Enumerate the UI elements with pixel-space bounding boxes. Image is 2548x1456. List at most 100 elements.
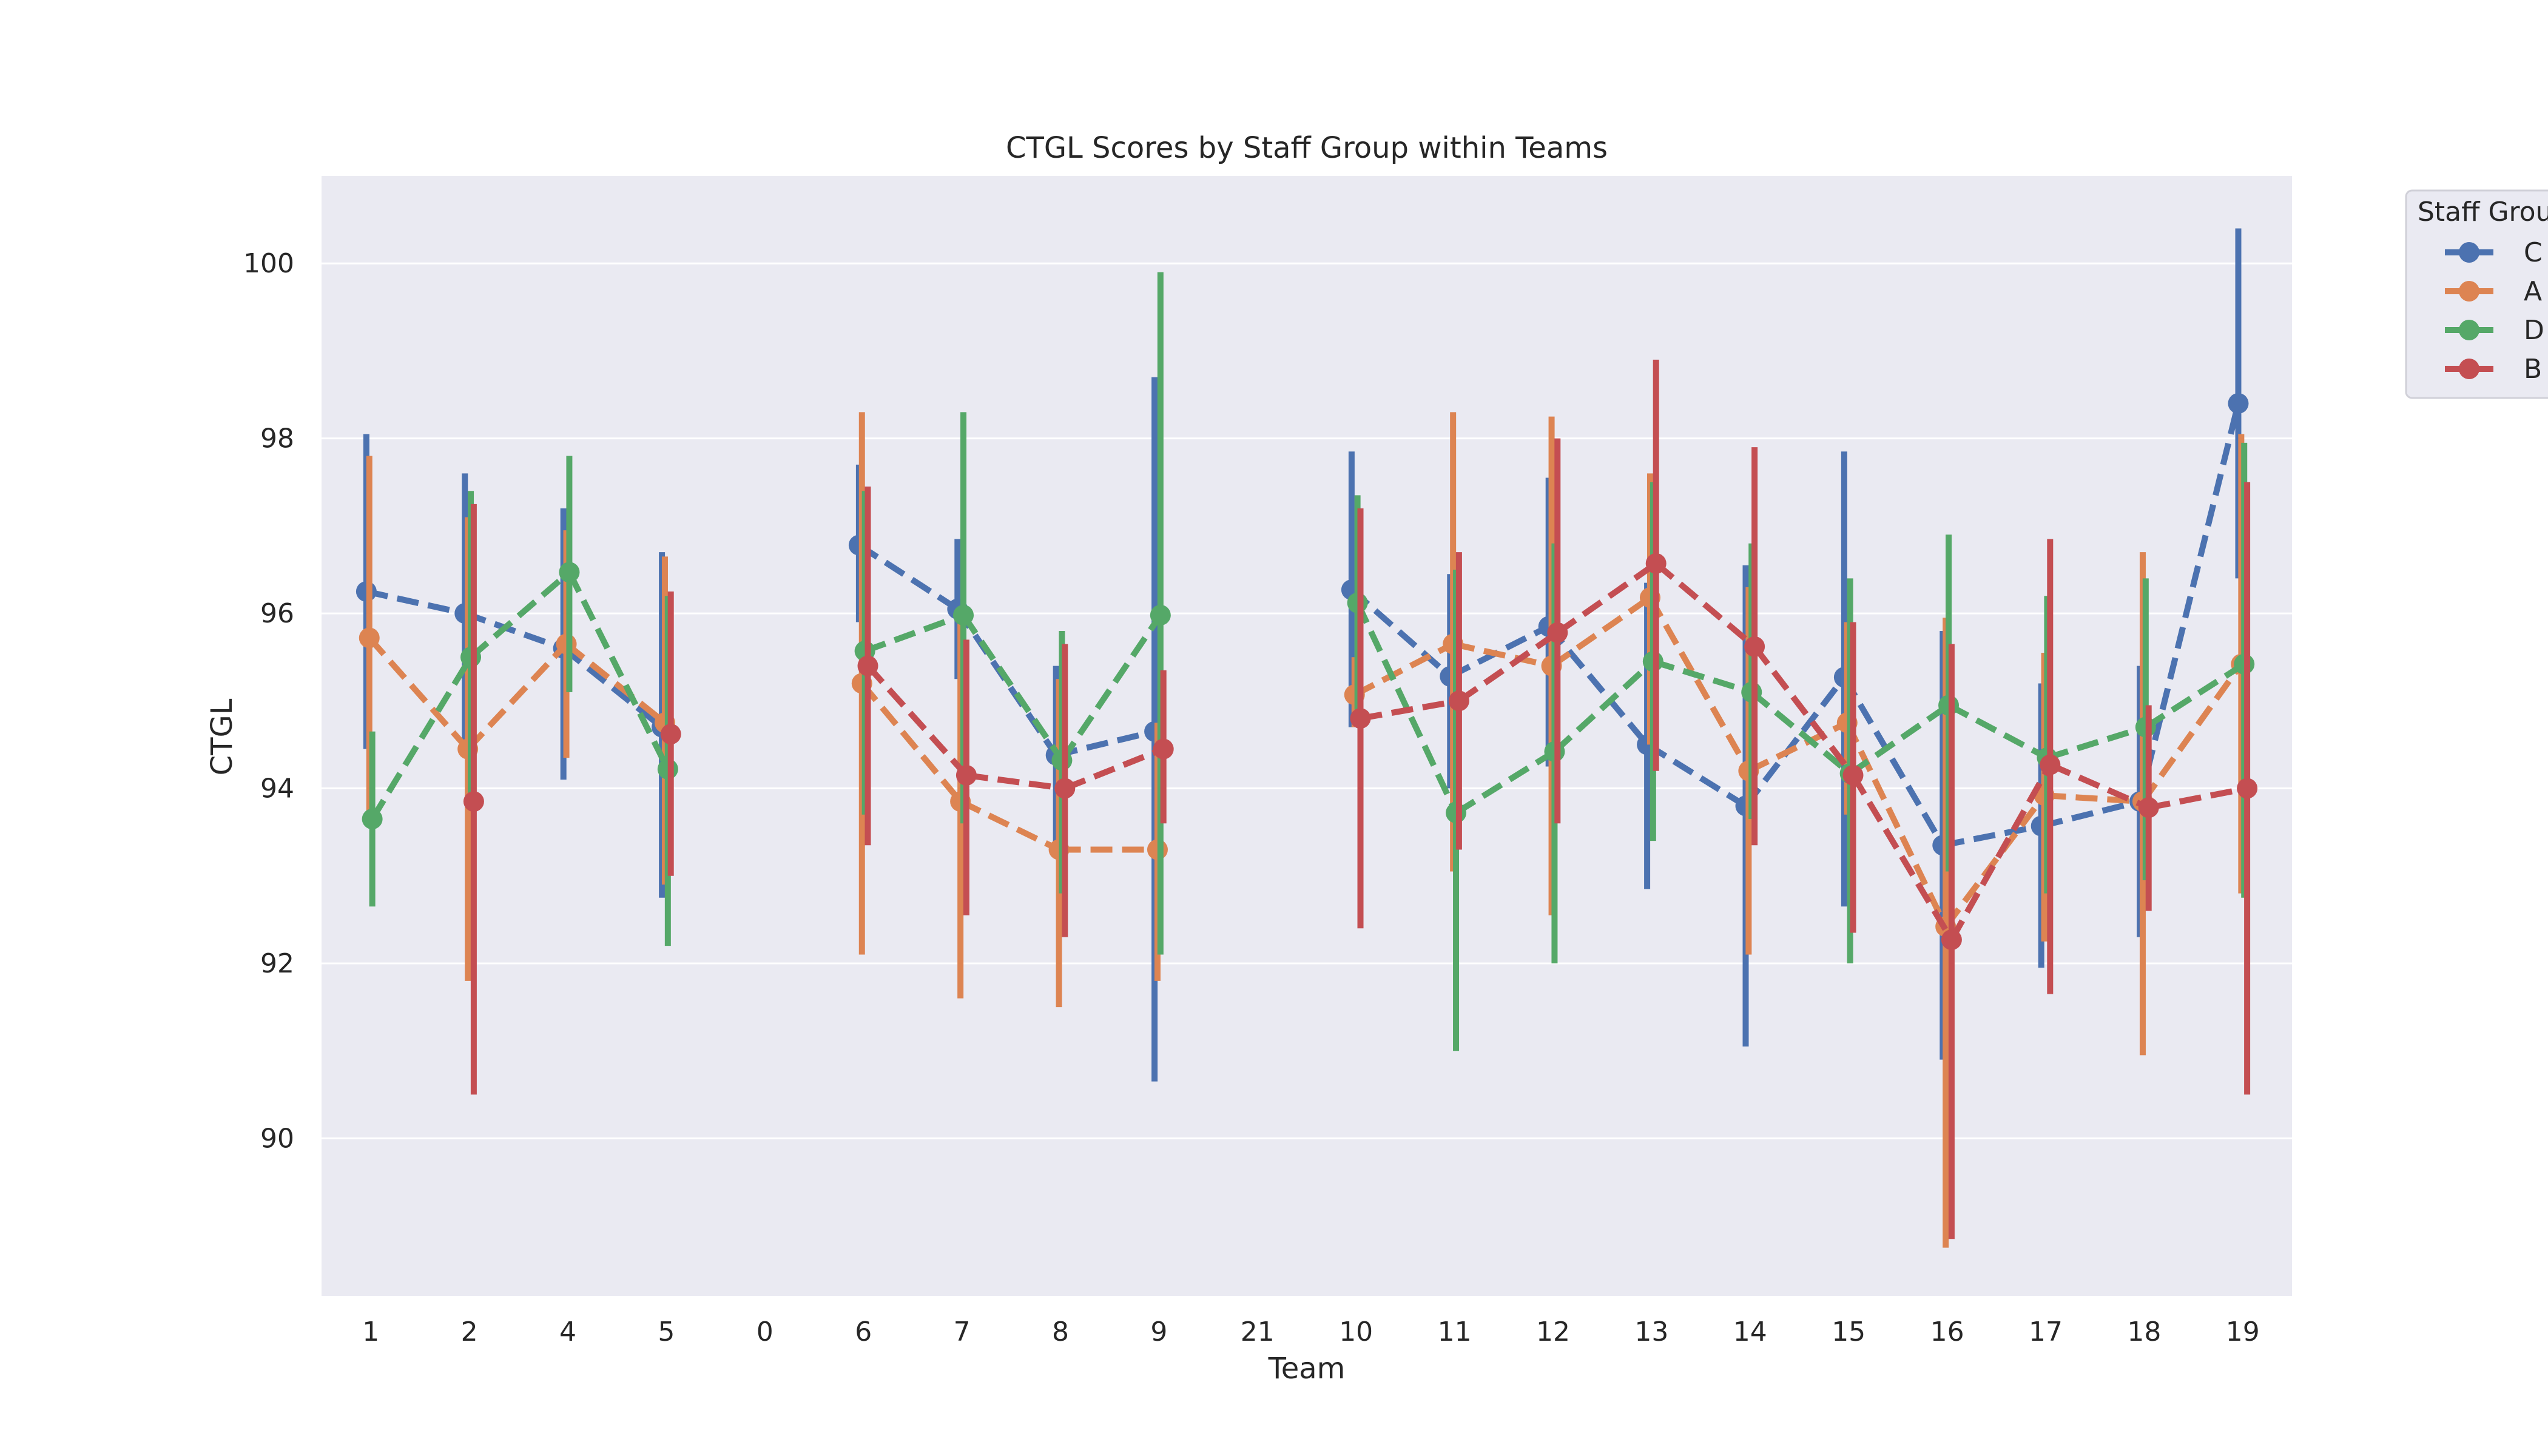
- point-B-team-18: [2138, 797, 2159, 818]
- line-segment-C-16-17: [1942, 823, 2042, 849]
- line-segment-C-8-9: [1055, 728, 1156, 758]
- x-tick-label-11: 11: [1438, 1316, 1472, 1347]
- line-segment-D-8-9: [1059, 613, 1163, 763]
- line-segment-C-11-12: [1449, 624, 1550, 679]
- line-segment-A-14-15: [1747, 720, 1849, 774]
- line-segment-A-15-16: [1844, 721, 1949, 928]
- x-tick-label-12: 12: [1536, 1316, 1570, 1347]
- point-B-team-9: [1153, 738, 1174, 760]
- chart-title: CTGL Scores by Staff Group within Teams: [1006, 131, 1608, 165]
- point-B-team-16: [1941, 929, 1962, 951]
- legend-label-D: D: [2524, 315, 2544, 346]
- x-tick-label-13: 13: [1634, 1316, 1668, 1347]
- line-segment-C-18-19: [2137, 402, 2242, 803]
- line-segment-D-17-18: [2046, 724, 2147, 761]
- line-segment-A-7-8: [959, 798, 1060, 852]
- line-segment-A-2-4: [465, 642, 569, 752]
- x-tick-label-7: 7: [954, 1316, 971, 1347]
- point-D-team-1: [362, 809, 383, 830]
- line-segment-C-4-5: [561, 645, 664, 730]
- line-segment-B-13-14: [1654, 561, 1757, 649]
- line-segment-B-7-8: [966, 772, 1065, 792]
- line-segment-B-15-16: [1850, 774, 1955, 942]
- line-segment-C-17-18: [2040, 798, 2141, 829]
- x-tick-label-1: 1: [362, 1316, 379, 1347]
- line-segment-B-10-11: [1360, 698, 1460, 722]
- line-segment-D-6-7: [863, 612, 965, 654]
- point-B-team-12: [1547, 622, 1568, 643]
- point-B-team-10: [1350, 708, 1371, 729]
- point-B-team-8: [1054, 778, 1076, 799]
- point-B-team-11: [1448, 690, 1469, 712]
- line-segment-C-1-2: [365, 588, 466, 616]
- legend-label-A: A: [2524, 276, 2542, 307]
- x-tick-label-9: 9: [1150, 1316, 1167, 1347]
- x-tick-label-4: 4: [559, 1316, 576, 1347]
- point-B-team-2: [463, 791, 484, 812]
- line-segment-B-11-12: [1457, 630, 1560, 704]
- line-segment-D-11-12: [1454, 749, 1557, 816]
- line-segment-D-15-16: [1848, 703, 1950, 777]
- point-B-team-6: [857, 655, 878, 676]
- point-B-team-5: [660, 724, 681, 745]
- line-segment-D-12-13: [1552, 659, 1656, 754]
- line-segment-C-6-7: [857, 542, 960, 612]
- point-D-team-7: [953, 604, 974, 625]
- y-tick-label-100: 100: [243, 248, 294, 279]
- line-segment-B-18-19: [2148, 785, 2248, 811]
- grid-lines: [322, 262, 2292, 1139]
- line-segment-A-13-14: [1647, 596, 1751, 773]
- line-segment-C-10-11: [1349, 587, 1452, 679]
- y-axis-title: CTGL: [205, 698, 239, 775]
- y-tick-label-92: 92: [260, 948, 294, 979]
- x-tick-label-14: 14: [1733, 1316, 1767, 1347]
- line-segment-A-10-11: [1353, 641, 1455, 698]
- legend-marker-B: [2459, 359, 2479, 379]
- line-segment-D-2-4: [468, 570, 571, 659]
- x-tick-label-19: 19: [2226, 1316, 2260, 1347]
- x-axis-title: Team: [1268, 1352, 1346, 1386]
- point-B-team-19: [2237, 778, 2258, 799]
- legend-marker-A: [2459, 281, 2479, 302]
- y-tick-label-98: 98: [260, 423, 294, 454]
- x-tick-label-2: 2: [461, 1316, 478, 1347]
- line-segment-D-7-8: [960, 613, 1065, 763]
- x-tick-label-21: 21: [1241, 1316, 1275, 1347]
- series-B: [463, 359, 2258, 1239]
- x-tick-label-17: 17: [2029, 1316, 2063, 1347]
- line-segment-A-11-12: [1452, 641, 1552, 669]
- x-tick-label-18: 18: [2127, 1316, 2161, 1347]
- line-segment-B-8-9: [1063, 746, 1165, 792]
- point-B-team-17: [2040, 754, 2061, 775]
- line-segment-C-2-4: [463, 610, 565, 652]
- series-layer: [356, 228, 2258, 1248]
- line-segment-C-15-16: [1841, 675, 1946, 847]
- line-segment-B-6-7: [865, 664, 969, 778]
- legend-label-B: B: [2524, 354, 2542, 385]
- x-tick-label-10: 10: [1339, 1316, 1373, 1347]
- y-tick-label-90: 90: [260, 1123, 294, 1154]
- point-A-team-1: [359, 627, 380, 649]
- y-tick-labels: 90 92 94 96 98 100: [243, 248, 294, 1154]
- point-B-team-15: [1842, 764, 1864, 786]
- line-segment-A-18-19: [2140, 662, 2244, 804]
- legend-title: Staff Group: [2418, 197, 2548, 228]
- plot-background: [322, 176, 2292, 1296]
- line-segment-B-12-13: [1555, 561, 1658, 635]
- legend-label-C: C: [2524, 237, 2543, 268]
- line-segment-A-12-13: [1549, 595, 1652, 669]
- line-segment-A-4-5: [564, 641, 667, 726]
- x-tick-label-6: 6: [855, 1316, 872, 1347]
- point-D-team-9: [1150, 604, 1171, 625]
- line-segment-D-1-2: [369, 655, 474, 821]
- line-segment-C-13-14: [1645, 742, 1748, 809]
- point-B-team-13: [1645, 553, 1667, 574]
- line-segment-D-18-19: [2144, 661, 2246, 730]
- line-segment-A-16-17: [1943, 794, 2047, 929]
- line-segment-D-4-5: [566, 571, 671, 771]
- line-segment-B-14-15: [1752, 644, 1856, 777]
- line-segment-C-12-13: [1546, 624, 1650, 747]
